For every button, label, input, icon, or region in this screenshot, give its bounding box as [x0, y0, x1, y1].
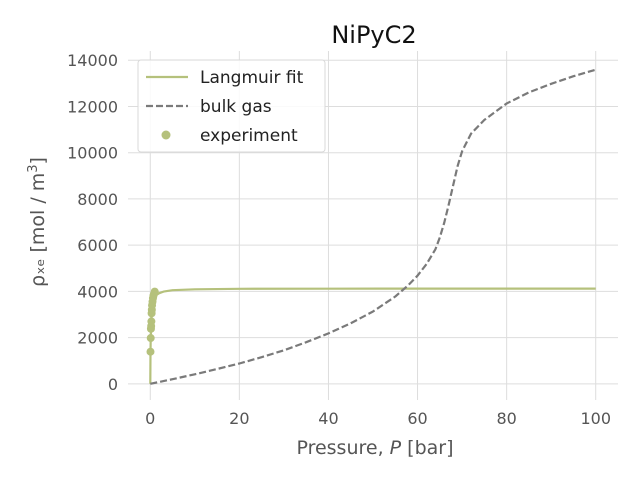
legend-swatch-experiment — [161, 130, 171, 140]
data-point-experiment — [146, 347, 155, 356]
y-tick-label: 8000 — [77, 190, 118, 209]
x-axis-label: Pressure, P [bar] — [296, 437, 453, 459]
legend-frame — [137, 59, 326, 153]
series-line-bulk-gas — [150, 68, 597, 385]
legend-label-bulk-gas: bulk gas — [200, 97, 272, 117]
chart-title: NiPyC2 — [331, 21, 416, 49]
x-tick-label: 20 — [229, 409, 249, 428]
series-line-langmuir-fit — [149, 287, 596, 384]
x-tick-label: 0 — [145, 409, 155, 428]
data-point-experiment — [150, 287, 159, 296]
plot-area — [146, 68, 597, 385]
legend: Langmuir fit bulk gas experiment — [137, 59, 326, 153]
data-point-experiment — [147, 317, 156, 326]
grid — [128, 51, 618, 400]
x-tick-label: 80 — [496, 409, 516, 428]
y-tick-label: 2000 — [77, 329, 118, 348]
y-axis-label: ρₓₑ [mol / m3] — [26, 157, 49, 287]
x-tick-label: 60 — [407, 409, 427, 428]
x-tick-label: 100 — [580, 409, 611, 428]
y-tick-label: 12000 — [67, 97, 118, 116]
y-tick-label: 4000 — [77, 282, 118, 301]
y-tick-label: 6000 — [77, 236, 118, 255]
data-point-experiment — [146, 334, 155, 343]
legend-label-experiment: experiment — [200, 126, 298, 146]
x-tick-label: 40 — [318, 409, 338, 428]
legend-label-langmuir-fit: Langmuir fit — [200, 68, 304, 88]
y-tick-label: 0 — [108, 375, 118, 394]
y-tick-label: 10000 — [67, 144, 118, 163]
y-tick-label: 14000 — [67, 51, 118, 70]
tick-labels: 0 20 40 60 80 100 0 2000 4000 6000 8000 10000 12000 1… — [67, 51, 611, 428]
